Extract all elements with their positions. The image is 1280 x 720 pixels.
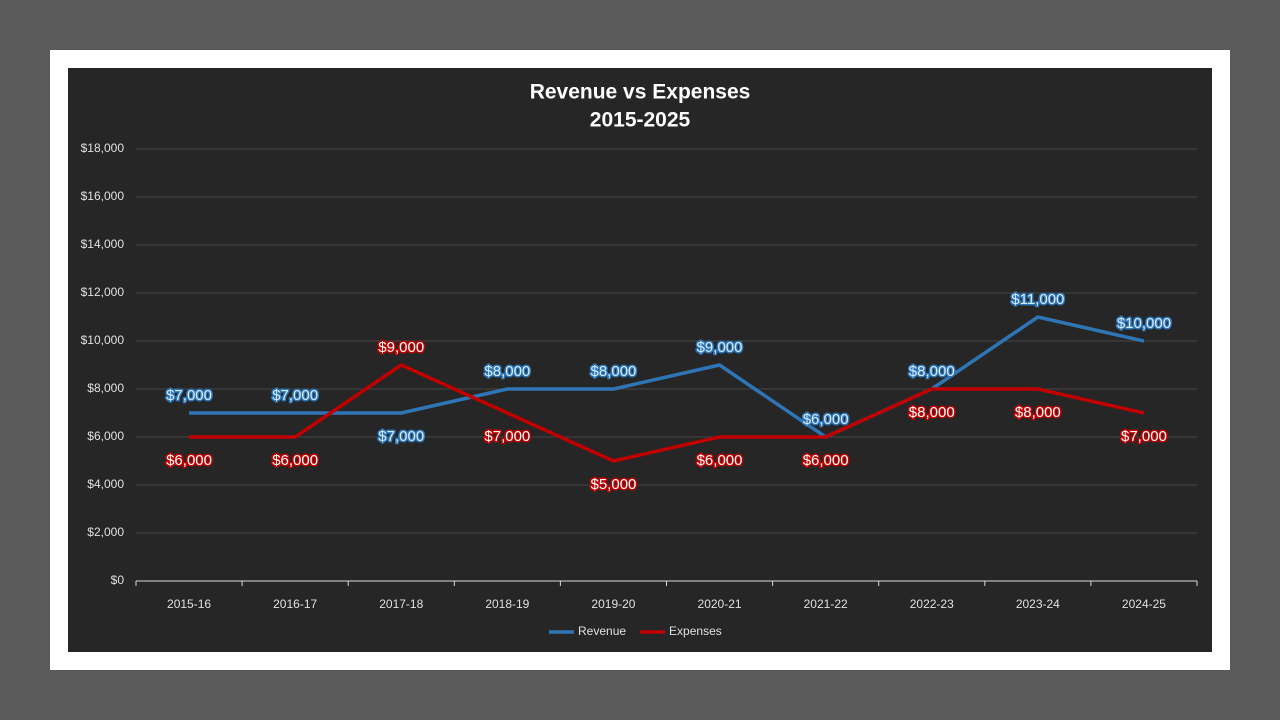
legend-label: Revenue <box>578 624 626 638</box>
data-label: $6,000 <box>803 452 849 469</box>
y-tick-label: $14,000 <box>81 237 125 251</box>
y-tick-label: $8,000 <box>87 381 124 395</box>
data-label: $8,000 <box>591 363 637 380</box>
data-label: $10,000 <box>1117 315 1171 332</box>
x-tick-label: 2017-18 <box>379 597 423 611</box>
y-tick-label: $10,000 <box>81 333 125 347</box>
y-tick-label: $12,000 <box>81 285 125 299</box>
x-tick-label: 2016-17 <box>273 597 317 611</box>
data-label: $9,000 <box>697 339 743 356</box>
chart-area <box>68 68 1212 652</box>
series-line <box>189 315 1145 439</box>
y-tick-label: $4,000 <box>87 477 124 491</box>
data-label: $7,000 <box>378 428 424 445</box>
data-label: $7,000 <box>272 387 318 404</box>
data-label: $11,000 <box>1011 291 1064 308</box>
data-label: $7,000 <box>1121 428 1167 445</box>
data-label: $5,000 <box>591 476 637 493</box>
y-tick-label: $6,000 <box>87 429 124 443</box>
legend-label: Expenses <box>669 624 722 638</box>
x-tick-label: 2024-25 <box>1122 597 1166 611</box>
x-tick-label: 2022-23 <box>910 597 954 611</box>
x-tick-label: 2018-19 <box>485 597 529 611</box>
data-label: $7,000 <box>484 428 530 445</box>
series-line <box>189 363 1145 463</box>
data-label: $9,000 <box>378 339 424 356</box>
x-tick-label: 2020-21 <box>698 597 742 611</box>
y-tick-label: $0 <box>111 573 125 587</box>
data-label: $6,000 <box>166 452 212 469</box>
chart-subtitle: 2015-2025 <box>590 109 691 132</box>
x-tick-label: 2015-16 <box>167 597 211 611</box>
data-label: $6,000 <box>272 452 318 469</box>
data-label: $6,000 <box>697 452 743 469</box>
data-label: $8,000 <box>909 363 955 380</box>
x-tick-label: 2019-20 <box>591 597 635 611</box>
data-label: $6,000 <box>803 411 849 428</box>
x-tick-label: 2023-24 <box>1016 597 1060 611</box>
data-label: $7,000 <box>166 387 212 404</box>
y-tick-label: $2,000 <box>87 525 124 539</box>
data-label: $8,000 <box>909 404 955 421</box>
data-label: $8,000 <box>1015 404 1061 421</box>
y-tick-label: $16,000 <box>81 189 125 203</box>
x-tick-label: 2021-22 <box>804 597 848 611</box>
data-label: $8,000 <box>484 363 530 380</box>
chart-title: Revenue vs Expenses <box>530 81 751 104</box>
y-tick-label: $18,000 <box>81 141 125 155</box>
